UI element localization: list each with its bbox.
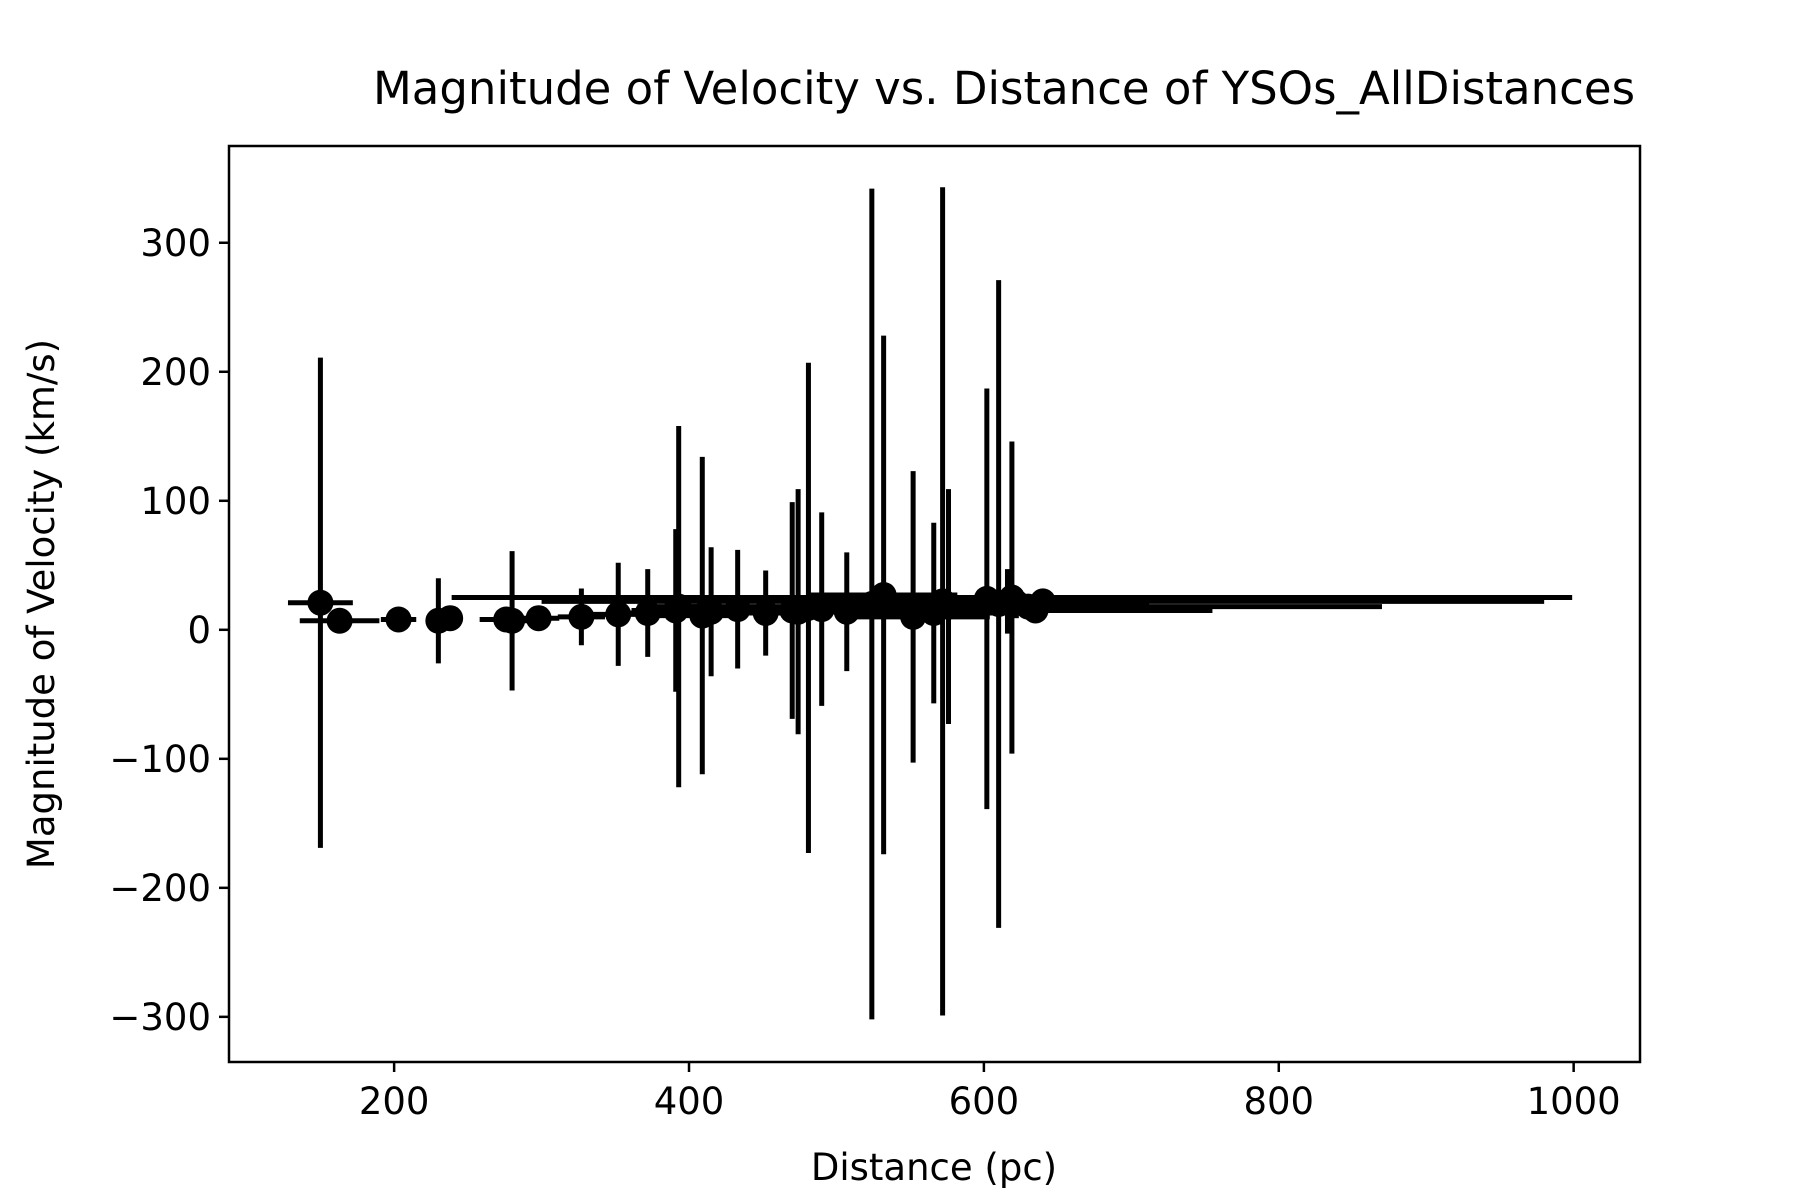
- y-tick-label: −300: [109, 996, 211, 1039]
- chart-title: Magnitude of Velocity vs. Distance of YS…: [373, 62, 1635, 115]
- point-marker: [307, 589, 334, 616]
- x-axis: 200 400 600 800 1000: [359, 1062, 1621, 1123]
- point-marker: [634, 600, 661, 627]
- point-marker: [437, 605, 464, 632]
- x-tick-label: 1000: [1527, 1080, 1621, 1123]
- y-tick-label: 100: [140, 480, 211, 523]
- data-point: [299, 607, 380, 634]
- x-tick-label: 200: [359, 1080, 430, 1123]
- y-tick-label: −200: [109, 867, 211, 910]
- plot-frame: [227, 144, 1642, 1064]
- x-tick-label: 800: [1243, 1080, 1314, 1123]
- point-marker: [568, 603, 595, 630]
- data-point: [287, 357, 353, 848]
- data-point: [517, 605, 560, 632]
- y-axis: −300 −200 −100 0 100 200 300: [109, 222, 229, 1039]
- point-marker: [499, 607, 526, 634]
- y-tick-label: 300: [140, 222, 211, 265]
- point-marker: [1022, 597, 1049, 624]
- y-tick-label: 0: [187, 609, 211, 652]
- y-tick-label: 200: [140, 351, 211, 394]
- y-tick-label: −100: [109, 738, 211, 781]
- point-marker: [385, 606, 412, 633]
- y-axis-label: Magnitude of Velocity (km/s): [20, 339, 63, 869]
- data-layer: [287, 187, 1573, 1020]
- x-axis-label: Distance (pc): [811, 1146, 1057, 1189]
- data-point: [437, 605, 464, 632]
- x-tick-label: 400: [654, 1080, 725, 1123]
- point-marker: [326, 607, 353, 634]
- point-marker: [525, 605, 552, 632]
- x-tick-label: 600: [949, 1080, 1020, 1123]
- data-point: [858, 597, 1213, 624]
- data-point: [380, 606, 417, 633]
- data-point: [494, 551, 530, 691]
